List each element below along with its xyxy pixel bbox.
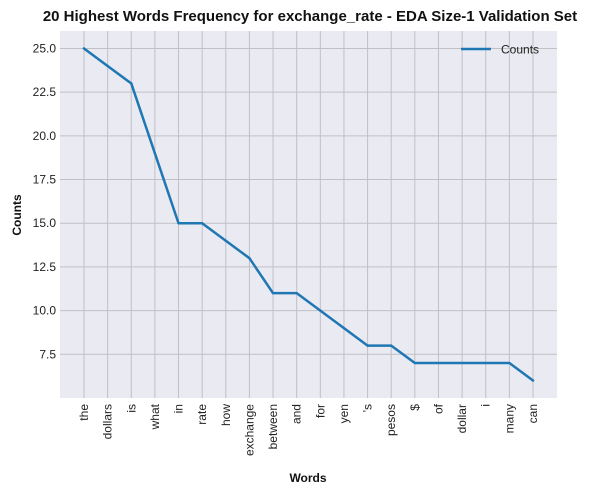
data-point (200, 222, 204, 225)
legend-label: Counts (501, 43, 539, 57)
data-point (484, 361, 487, 365)
x-tick-label: many (502, 404, 516, 433)
x-axis-label: Words (289, 471, 326, 485)
x-tick-label: and (290, 404, 304, 424)
chart-title: 20 Highest Words Frequency for exchange_… (43, 8, 577, 25)
data-point (413, 361, 417, 365)
x-tick-label: yen (337, 404, 351, 423)
y-tick-label: 25.0 (33, 41, 57, 55)
x-tick-label: dollar (455, 404, 469, 433)
data-point (82, 47, 86, 50)
data-point (295, 291, 298, 295)
legend: Counts (461, 43, 539, 57)
data-point (106, 64, 109, 68)
x-tick-label: rate (195, 404, 209, 425)
x-tick-label: exchange (242, 404, 256, 456)
data-point (153, 152, 157, 155)
plot-area (60, 31, 557, 398)
x-tick-label: between (266, 404, 280, 449)
x-tick-label: how (219, 404, 233, 426)
data-point (319, 309, 322, 312)
data-point (177, 222, 180, 225)
x-tick-label: for (313, 404, 327, 418)
data-point (531, 379, 535, 382)
data-point (460, 361, 464, 365)
series-line-counts (82, 47, 535, 382)
y-tick-label: 22.5 (33, 85, 57, 99)
data-point (342, 326, 346, 330)
y-tick-label: 12.5 (33, 260, 57, 274)
y-axis-label: Counts (10, 194, 24, 236)
y-tick-label: 10.0 (33, 304, 57, 318)
y-tick-label: 17.5 (33, 173, 57, 187)
data-point (224, 239, 227, 242)
data-point (437, 361, 440, 365)
x-tick-label: of (431, 403, 445, 414)
x-axis: the dollars is what in rate how exchange between… (77, 403, 540, 456)
x-tick-label: dollars (101, 404, 115, 439)
x-tick-label: i (479, 404, 493, 407)
data-point (390, 344, 393, 347)
data-point (130, 82, 133, 85)
series-counts (82, 47, 535, 382)
data-point (366, 344, 369, 347)
x-tick-label: the (77, 404, 91, 421)
x-tick-label: 's (361, 404, 375, 412)
y-tick-label: 20.0 (33, 129, 57, 143)
x-tick-label: in (172, 404, 186, 413)
data-point (508, 361, 511, 365)
x-tick-label: what (148, 403, 162, 430)
x-tick-label: $ (408, 404, 422, 411)
y-tick-label: 7.5 (39, 347, 56, 361)
x-tick-label: is (124, 404, 138, 413)
y-tick-label: 15.0 (33, 216, 57, 230)
data-point (271, 291, 275, 295)
grid (60, 31, 557, 398)
x-tick-label: pesos (384, 404, 398, 436)
data-point (248, 256, 251, 260)
x-tick-label: can (526, 404, 540, 423)
y-axis: 7.5 10.0 12.5 15.0 17.5 20.0 22.5 25.0 (33, 41, 57, 361)
